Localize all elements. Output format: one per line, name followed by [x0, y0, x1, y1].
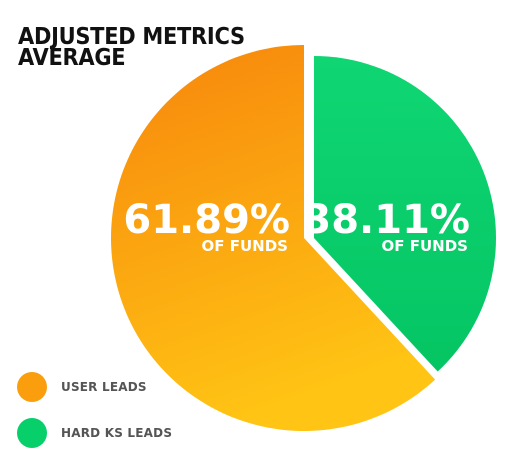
- legend-swatch-hard-ks-leads: [17, 418, 47, 448]
- pie-slice-user-leads: [110, 45, 436, 431]
- data-label-user-leads-percent: 61.89%: [123, 197, 290, 243]
- legend-item-user-leads: USER LEADS: [17, 372, 147, 402]
- pie-slice-hard-ks-leads: [314, 56, 497, 372]
- legend-label-user-leads: USER LEADS: [61, 380, 147, 394]
- chart-title-line-1: ADJUSTED METRICS: [18, 22, 245, 50]
- data-label-hard-ks-leads-percent: 38.11%: [303, 197, 470, 243]
- legend-label-hard-ks-leads: HARD KS LEADS: [61, 426, 173, 440]
- data-label-hard-ks-leads-sub: OF FUNDS: [382, 237, 468, 255]
- legend-swatch-user-leads: [17, 372, 47, 402]
- legend-item-hard-ks-leads: HARD KS LEADS: [17, 418, 172, 448]
- chart-title-line-2: AVERAGE: [18, 43, 126, 71]
- chart-title: ADJUSTED METRICS AVERAGE: [18, 22, 245, 71]
- data-label-user-leads-sub: OF FUNDS: [202, 237, 288, 255]
